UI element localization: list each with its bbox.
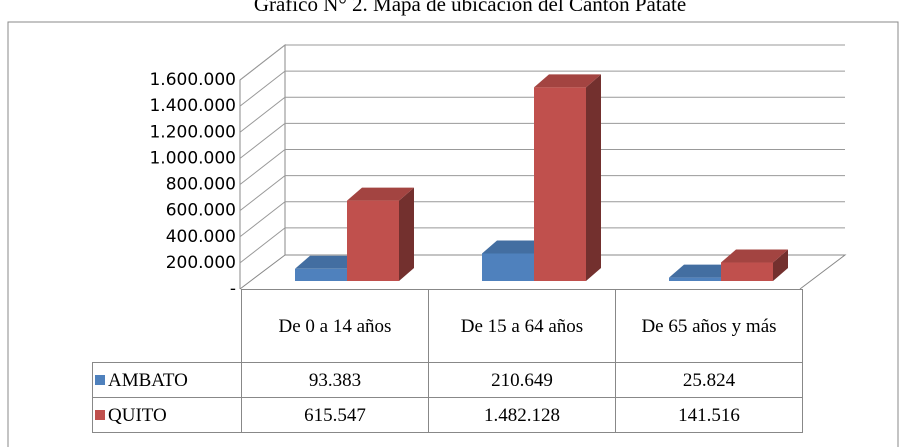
bar-top — [347, 187, 414, 201]
grid-line — [239, 70, 845, 107]
value-cell: 1.482.128 — [428, 397, 616, 433]
y-tick-label: 1.200.000 — [149, 122, 236, 142]
y-tick-label: 800.000 — [166, 175, 236, 195]
chart-border — [7, 21, 899, 447]
grid-line — [239, 96, 845, 133]
grid-line — [239, 201, 845, 238]
data-row: QUITO 615.547 1.482.128 141.516 — [92, 397, 803, 433]
bar-top — [482, 240, 549, 254]
value-cell: 615.547 — [241, 397, 429, 433]
bar — [534, 74, 601, 281]
y-tick-label: 1.000.000 — [149, 148, 236, 168]
category: De 65 años y más — [615, 289, 803, 363]
y-tick-label: 200.000 — [166, 253, 236, 273]
legend-label: AMBATO — [108, 369, 188, 391]
legend-key — [95, 409, 105, 420]
value-cell: 93.383 — [241, 362, 429, 398]
value-cell: 141.516 — [615, 397, 803, 433]
category: De 15 a 64 años — [428, 289, 616, 363]
value-cell: 25.824 — [615, 362, 803, 398]
bar-top — [534, 74, 601, 88]
bar-side — [399, 187, 414, 281]
grid-line — [239, 122, 845, 159]
y-tick-label: 400.000 — [166, 227, 236, 247]
corner — [92, 289, 242, 363]
legend-cell: QUITO — [92, 397, 242, 433]
legend-cell: AMBATO — [92, 362, 242, 398]
value-cell: 210.649 — [428, 362, 616, 398]
bar-front — [295, 268, 347, 281]
bar — [721, 249, 788, 281]
grid-line — [239, 227, 845, 264]
data-row: AMBATO 93.383 210.649 25.824 — [92, 362, 803, 398]
y-tick-label: 1.400.000 — [149, 96, 236, 116]
bar-front — [534, 87, 586, 281]
bar-side — [586, 74, 601, 281]
y-tick-label: - — [230, 279, 236, 299]
bar-top — [721, 249, 788, 263]
floor — [285, 254, 847, 290]
bar — [347, 187, 414, 281]
bar-top — [669, 264, 736, 278]
category: De 0 a 14 años — [241, 289, 429, 363]
header-row: De 0 a 14 años De 15 a 64 años De 65 año… — [92, 289, 803, 363]
bar-front — [721, 262, 773, 281]
bar-top — [295, 255, 362, 269]
grid-line — [239, 149, 845, 185]
y-tick-label: 600.000 — [166, 201, 236, 221]
chart-title: Gráfico N° 2. Mapa de ubicación del Cant… — [254, 0, 686, 16]
bar-front — [482, 253, 534, 281]
bar-front — [669, 277, 721, 281]
data-table: De 0 a 14 años De 15 a 64 años De 65 año… — [92, 289, 803, 433]
grid-line — [239, 44, 845, 81]
legend-key — [95, 374, 105, 385]
walls — [239, 43, 847, 290]
legend-label: QUITO — [108, 404, 167, 426]
grid-line — [239, 175, 845, 212]
y-tick-label: 1.600.000 — [149, 70, 236, 90]
bar-front — [347, 200, 399, 281]
bar-side — [773, 249, 788, 281]
